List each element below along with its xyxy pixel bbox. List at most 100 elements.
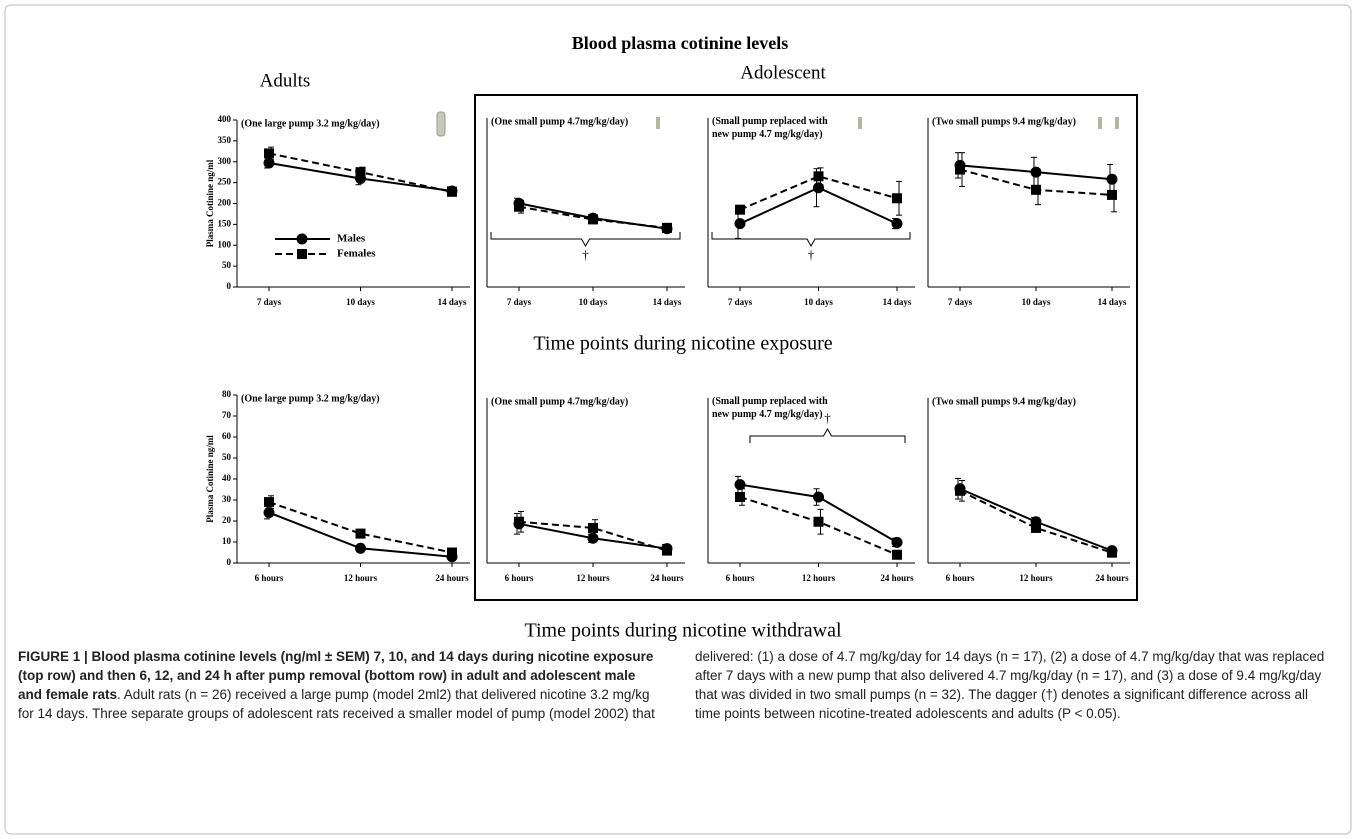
x-tick-label: 12 hours [1019,573,1053,583]
x-tick-label: 10 days [579,297,608,307]
marker [813,182,824,193]
pump-icon [437,112,445,136]
marker [1031,523,1041,533]
y-tick-label: 0 [227,281,232,291]
x-tick-label: 24 hours [1095,573,1129,583]
legend-label: Females [337,248,376,260]
x-tick-label: 10 days [804,297,833,307]
x-tick-label: 7 days [948,297,973,307]
significance-brace [491,232,680,246]
x-tick-label: 6 hours [726,573,755,583]
marker [892,550,902,560]
panel-subtitle: (Two small pumps 9.4 mg/kg/day) [932,396,1076,407]
y-tick-label: 40 [222,473,232,483]
y-tick-label: 50 [222,260,232,270]
panel-subtitle: (One large pump 3.2 mg/kg/day) [241,393,380,404]
panel-subtitle: (One small pump 4.7mg/kg/day) [491,396,628,407]
y-tick-label: 250 [218,177,232,187]
y-tick-label: 60 [222,431,232,441]
x-tick-label: 6 hours [505,573,534,583]
x-tick-label: 7 days [728,297,753,307]
marker [588,523,598,533]
x-tick-label: 7 days [257,297,282,307]
y-tick-label: 100 [218,239,232,249]
group-label: Adolescent [740,62,826,83]
x-tick-label: 12 hours [576,573,610,583]
marker [588,214,598,224]
marker [588,533,599,544]
group-label: Adults [260,70,311,91]
x-tick-label: 24 hours [435,573,469,583]
marker [1107,174,1118,185]
marker [1107,190,1117,200]
marker [356,167,366,177]
x-tick-label: 14 days [438,297,467,307]
y-tick-label: 400 [218,114,232,124]
y-tick-label: 150 [218,218,232,228]
legend-label: Males [337,233,366,245]
marker [735,205,745,215]
dagger: † [582,247,589,262]
x-tick-label: 12 hours [344,573,378,583]
dagger: † [808,247,815,262]
marker [264,158,275,169]
panel-subtitle: (Two small pumps 9.4 mg/kg/day) [932,116,1076,127]
x-tick-label: 14 days [653,297,682,307]
x-tick-label: 12 hours [802,573,836,583]
panel-subtitle: (One small pump 4.7mg/kg/day) [491,116,628,127]
panel-subtitle: (One large pump 3.2 mg/kg/day) [241,118,380,129]
marker [813,492,824,503]
marker [1031,185,1041,195]
x-tick-label: 10 days [346,297,375,307]
x-tick-label: 6 hours [255,573,284,583]
y-tick-label: 0 [227,557,232,567]
marker [514,202,524,212]
pump-icon [1098,117,1102,129]
marker [814,517,824,527]
marker [662,223,672,233]
x-tick-label: 24 hours [650,573,684,583]
figure-title: Blood plasma cotinine levels [572,33,789,53]
y-tick-label: 350 [218,135,232,145]
x-tick-label: 24 hours [880,573,914,583]
y-tick-label: 20 [222,515,232,525]
marker [892,218,903,229]
y-tick-label: 50 [222,452,232,462]
marker [1107,548,1117,558]
significance-brace [750,429,905,443]
row-label: Time points during nicotine withdrawal [524,620,841,642]
significance-brace [712,232,910,246]
y-tick-label: 70 [222,410,232,420]
marker [1031,167,1042,178]
marker [297,249,307,259]
x-tick-label: 6 hours [946,573,975,583]
pump-icon [656,117,660,129]
x-tick-label: 14 days [1098,297,1127,307]
row-label: Time points during nicotine exposure [533,333,832,355]
marker [892,193,902,203]
marker [264,497,274,507]
x-tick-label: 10 days [1022,297,1051,307]
page: {"title":"Blood plasma cotinine levels",… [0,0,1357,839]
y-tick-label: 10 [222,536,232,546]
marker [814,171,824,181]
pump-icon [1115,117,1119,129]
marker [514,517,524,527]
marker [662,546,672,556]
marker [955,165,965,175]
marker [447,548,457,558]
y-tick-label: 30 [222,494,232,504]
marker [297,234,308,245]
marker [892,537,903,548]
y-axis-label: Plasma Cotinine ng/ml [205,435,215,523]
marker [447,187,457,197]
marker [355,543,366,554]
pump-icon [858,117,862,129]
marker [735,492,745,502]
marker [264,148,274,158]
marker [735,218,746,229]
y-tick-label: 300 [218,156,232,166]
caption: FIGURE 1 | Blood plasma cotinine levels … [18,647,1336,832]
